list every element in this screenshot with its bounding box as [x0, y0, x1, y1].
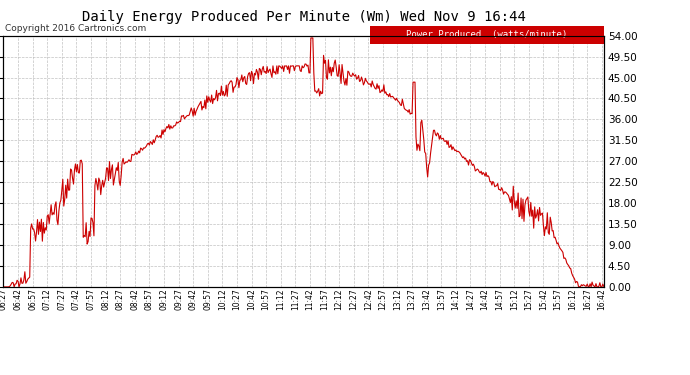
Title: Daily Energy Produced Per Minute (Wm) Wed Nov 9 16:44: Daily Energy Produced Per Minute (Wm) We… — [81, 10, 526, 24]
Text: Copyright 2016 Cartronics.com: Copyright 2016 Cartronics.com — [5, 24, 146, 33]
